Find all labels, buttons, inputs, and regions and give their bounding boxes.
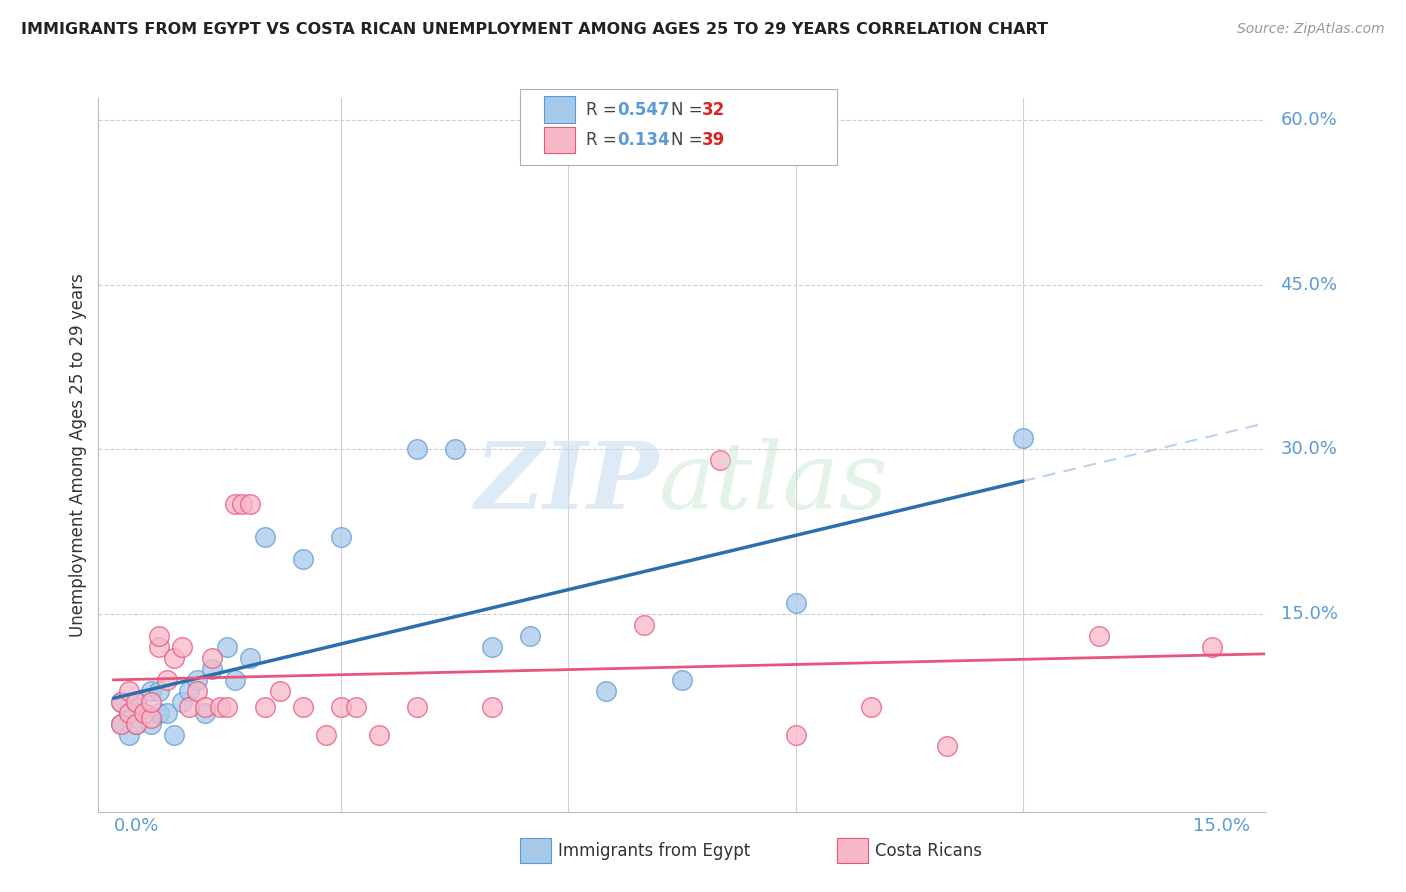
Point — [633, 618, 655, 632]
Text: Costa Ricans: Costa Ricans — [875, 842, 981, 860]
Point — [170, 695, 193, 709]
Point — [132, 706, 155, 720]
Point — [254, 530, 277, 544]
Point — [315, 728, 337, 742]
Point — [231, 497, 253, 511]
Point — [193, 706, 215, 720]
Point — [329, 700, 352, 714]
Point — [217, 640, 239, 654]
Point — [519, 629, 541, 643]
Point — [217, 700, 239, 714]
Point — [125, 717, 148, 731]
Point — [156, 673, 179, 687]
Text: 0.134: 0.134 — [617, 131, 669, 149]
Point — [936, 739, 959, 753]
Point — [481, 640, 503, 654]
Point — [1012, 432, 1035, 446]
Point — [405, 700, 427, 714]
Point — [110, 695, 132, 709]
Point — [163, 728, 186, 742]
Text: Immigrants from Egypt: Immigrants from Egypt — [558, 842, 751, 860]
Point — [110, 717, 132, 731]
Point — [179, 700, 201, 714]
Point — [148, 640, 170, 654]
Text: 30.0%: 30.0% — [1281, 441, 1337, 458]
Point — [201, 662, 224, 676]
Text: 45.0%: 45.0% — [1281, 276, 1337, 293]
Point — [156, 706, 179, 720]
Point — [292, 552, 315, 566]
Text: IMMIGRANTS FROM EGYPT VS COSTA RICAN UNEMPLOYMENT AMONG AGES 25 TO 29 YEARS CORR: IMMIGRANTS FROM EGYPT VS COSTA RICAN UNE… — [21, 22, 1047, 37]
Text: 0.0%: 0.0% — [114, 817, 159, 835]
Text: atlas: atlas — [658, 439, 889, 528]
Point — [1087, 629, 1109, 643]
Text: ZIP: ZIP — [474, 439, 658, 528]
Point — [179, 684, 201, 698]
Text: 60.0%: 60.0% — [1281, 112, 1337, 129]
Point — [148, 706, 170, 720]
Point — [481, 700, 503, 714]
Point — [254, 700, 277, 714]
Point — [141, 711, 163, 725]
Point — [141, 684, 163, 698]
Point — [118, 706, 141, 720]
Point — [148, 629, 170, 643]
Text: 32: 32 — [702, 101, 725, 119]
Text: R =: R = — [586, 101, 623, 119]
Y-axis label: Unemployment Among Ages 25 to 29 years: Unemployment Among Ages 25 to 29 years — [69, 273, 87, 637]
Text: 0.547: 0.547 — [617, 101, 669, 119]
Point — [186, 673, 208, 687]
Point — [405, 442, 427, 457]
Point — [329, 530, 352, 544]
Point — [224, 673, 246, 687]
Point — [1201, 640, 1223, 654]
Point — [785, 728, 807, 742]
Point — [224, 497, 246, 511]
Point — [141, 695, 163, 709]
Point — [141, 717, 163, 731]
Point — [118, 728, 141, 742]
Text: 39: 39 — [702, 131, 725, 149]
Point — [125, 695, 148, 709]
Text: 15.0%: 15.0% — [1194, 817, 1250, 835]
Point — [367, 728, 389, 742]
Point — [201, 651, 224, 665]
Point — [125, 695, 148, 709]
Point — [163, 651, 186, 665]
Point — [269, 684, 291, 698]
Point — [186, 684, 208, 698]
Text: N =: N = — [671, 101, 707, 119]
Point — [595, 684, 617, 698]
Point — [239, 651, 262, 665]
Point — [118, 684, 141, 698]
Text: N =: N = — [671, 131, 707, 149]
Text: Source: ZipAtlas.com: Source: ZipAtlas.com — [1237, 22, 1385, 37]
Point — [671, 673, 693, 687]
Point — [170, 640, 193, 654]
Text: R =: R = — [586, 131, 623, 149]
Point — [785, 596, 807, 610]
Point — [292, 700, 315, 714]
Point — [239, 497, 262, 511]
Point — [148, 684, 170, 698]
Point — [860, 700, 883, 714]
Point — [709, 453, 731, 467]
Point — [118, 706, 141, 720]
Point — [110, 717, 132, 731]
Point — [193, 700, 215, 714]
Point — [443, 442, 465, 457]
Point — [132, 706, 155, 720]
Point — [125, 717, 148, 731]
Point — [110, 695, 132, 709]
Text: 15.0%: 15.0% — [1281, 605, 1337, 624]
Point — [208, 700, 231, 714]
Point — [344, 700, 367, 714]
